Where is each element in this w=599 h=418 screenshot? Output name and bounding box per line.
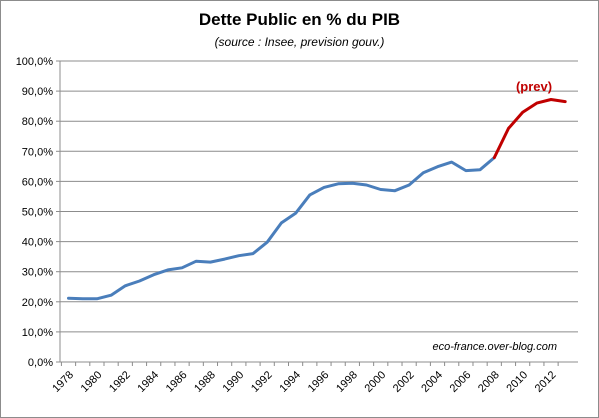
- x-tick-label: 1998: [334, 369, 360, 395]
- x-tick-label: 1986: [164, 369, 190, 395]
- y-tick-label: 100,0%: [16, 56, 54, 68]
- x-tick-label: 2002: [391, 369, 417, 395]
- y-tick-label: 50,0%: [22, 207, 53, 219]
- x-tick-label: 1978: [50, 369, 76, 395]
- x-tick-label: 1980: [79, 369, 105, 395]
- x-tick-label: 1996: [306, 369, 332, 395]
- axes: [56, 60, 578, 366]
- x-tick-label: 2000: [363, 369, 389, 395]
- x-tick-label: 2012: [533, 369, 559, 395]
- y-tick-label: 40,0%: [22, 237, 53, 249]
- y-tick-label: 30,0%: [22, 267, 53, 279]
- y-tick-label: 60,0%: [22, 176, 53, 188]
- prev-annotation: (prev): [516, 79, 552, 94]
- series-lines: [67, 98, 567, 301]
- x-axis-tick-labels: 1978 1980 1982 1984 1986 1988 1990 1992 1994 1996…: [50, 369, 558, 395]
- y-tick-label: 90,0%: [22, 86, 53, 98]
- x-tick-label: 1984: [135, 369, 161, 395]
- x-tick-label: 1994: [277, 369, 303, 395]
- y-tick-label: 10,0%: [22, 327, 53, 339]
- chart-title: Dette Public en % du PIB: [198, 10, 401, 29]
- series-line-actual: [67, 156, 496, 301]
- x-tick-label: 1982: [107, 369, 133, 395]
- source-annotation: eco-france.over-blog.com: [432, 341, 557, 353]
- x-tick-label: 2010: [504, 369, 530, 395]
- x-tick-label: 1992: [249, 369, 275, 395]
- x-tick-label: 1988: [192, 369, 218, 395]
- y-tick-label: 0,0%: [28, 357, 53, 369]
- x-tick-label: 2006: [448, 369, 474, 395]
- x-tick-label: 2008: [476, 369, 502, 395]
- y-tick-label: 80,0%: [22, 116, 53, 128]
- y-tick-label: 20,0%: [22, 297, 53, 309]
- grid-lines: [60, 60, 578, 333]
- chart-subtitle: (source : Insee, prevision gouv.): [214, 35, 385, 49]
- y-tick-label: 70,0%: [22, 146, 53, 158]
- y-axis-tick-labels: 0,0% 10,0% 20,0% 30,0% 40,0% 50,0% 60,0% 70,0% 8…: [16, 56, 54, 369]
- x-tick-label: 2004: [419, 369, 445, 395]
- series-line-forecast: [492, 98, 567, 160]
- x-tick-label: 1990: [221, 369, 247, 395]
